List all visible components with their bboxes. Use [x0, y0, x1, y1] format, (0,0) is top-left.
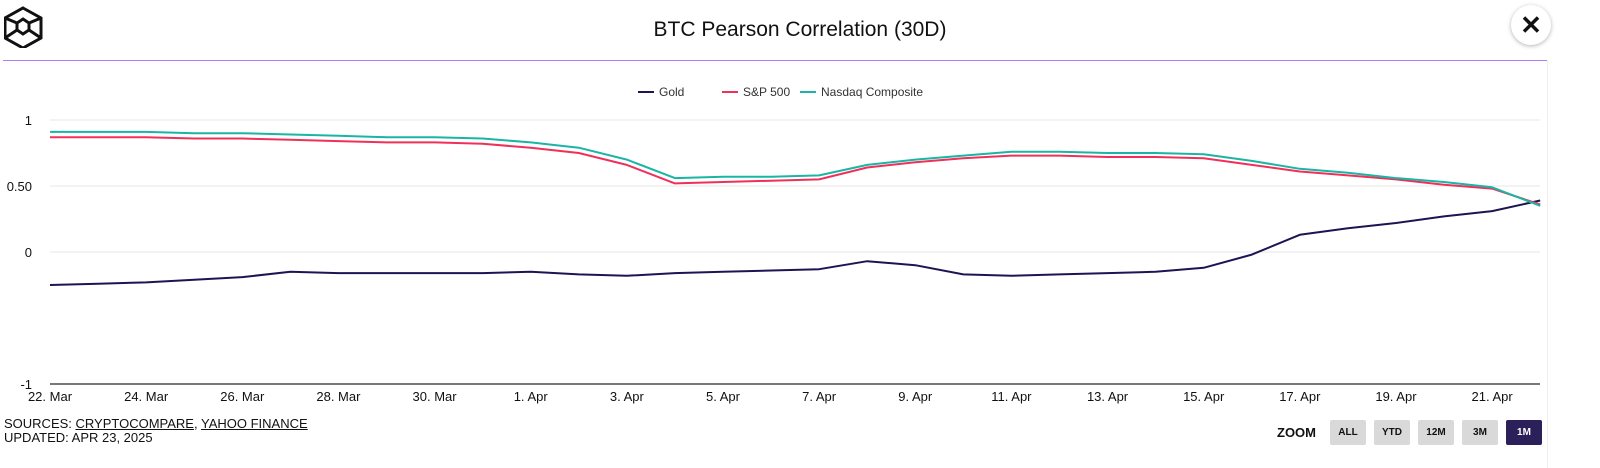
zoom-controls: ZOOM ALL YTD 12M 3M 1M	[1277, 420, 1542, 445]
x-tick-label: 13. Apr	[1087, 389, 1129, 404]
y-tick-label: -1	[20, 377, 32, 392]
x-tick-label: 3. Apr	[610, 389, 645, 404]
zoom-12m-button[interactable]: 12M	[1418, 420, 1454, 445]
zoom-ytd-button[interactable]: YTD	[1374, 420, 1410, 445]
x-tick-label: 7. Apr	[802, 389, 837, 404]
x-tick-label: 24. Mar	[124, 389, 169, 404]
legend: Gold S&P 500 Nasdaq Composite	[638, 85, 923, 99]
legend-item: Gold	[638, 85, 684, 99]
correlation-chart: Gold S&P 500 Nasdaq Composite 1 0.50 0 -122. …	[7, 85, 1541, 404]
x-tick-label: 17. Apr	[1279, 389, 1321, 404]
x-tick-label: 21. Apr	[1471, 389, 1513, 404]
legend-label: S&P 500	[743, 85, 790, 99]
x-tick-label: 28. Mar	[316, 389, 361, 404]
zoom-1m-button[interactable]: 1M	[1506, 420, 1542, 445]
legend-label: Gold	[659, 85, 684, 99]
x-tick-label: 9. Apr	[898, 389, 933, 404]
legend-item: S&P 500	[722, 85, 790, 99]
cube-logo	[3, 6, 44, 53]
series-line-nasdaq-composite	[50, 130, 1541, 207]
y-tick-label: 1	[25, 113, 32, 128]
legend-label: Nasdaq Composite	[821, 85, 923, 99]
zoom-3m-button[interactable]: 3M	[1462, 420, 1498, 445]
zoom-all-button[interactable]: ALL	[1330, 420, 1366, 445]
x-tick-label: 30. Mar	[413, 389, 458, 404]
x-tick-label: 15. Apr	[1183, 389, 1225, 404]
sources-label: SOURCES:	[4, 416, 76, 431]
legend-item: Nasdaq Composite	[800, 85, 923, 99]
sources: SOURCES: CRYPTOCOMPARE, YAHOO FINANCE UP…	[4, 417, 308, 445]
updated-date: UPDATED: APR 23, 2025	[4, 430, 153, 445]
source-link-cryptocompare[interactable]: CRYPTOCOMPARE	[75, 416, 194, 431]
x-tick-label: 5. Apr	[706, 389, 741, 404]
x-tick-label: 22. Mar	[28, 389, 73, 404]
divider	[3, 60, 1548, 61]
x-tick-label: 19. Apr	[1375, 389, 1417, 404]
close-icon: ✕	[1520, 9, 1542, 40]
page-title: BTC Pearson Correlation (30D)	[653, 18, 947, 41]
separator: ,	[193, 416, 201, 431]
x-tick-label: 26. Mar	[220, 389, 265, 404]
series-line-gold	[49, 199, 1541, 286]
source-link-yahoo-finance[interactable]: YAHOO FINANCE	[200, 416, 308, 431]
y-tick-label: 0	[25, 245, 32, 260]
series-line-s-p-500	[50, 136, 1541, 206]
close-button[interactable]: ✕	[1511, 5, 1551, 45]
scrollbar[interactable]	[1547, 60, 1548, 468]
y-tick-label: 0.50	[7, 179, 32, 194]
x-tick-label: 11. Apr	[991, 389, 1032, 404]
zoom-label: ZOOM	[1277, 425, 1316, 440]
x-tick-label: 1. Apr	[514, 389, 549, 404]
